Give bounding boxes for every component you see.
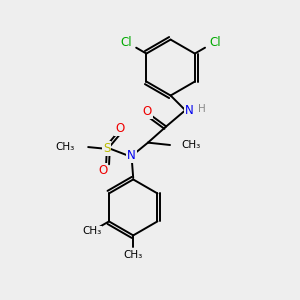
Text: S: S — [103, 142, 110, 155]
Text: CH₃: CH₃ — [55, 142, 74, 152]
Text: N: N — [128, 149, 136, 162]
Text: O: O — [98, 164, 107, 176]
Text: O: O — [115, 122, 124, 135]
Text: Cl: Cl — [121, 36, 132, 49]
Text: CH₃: CH₃ — [82, 226, 101, 236]
Text: H: H — [198, 104, 206, 114]
Text: CH₃: CH₃ — [181, 140, 200, 150]
Text: Cl: Cl — [209, 36, 220, 49]
Text: CH₃: CH₃ — [124, 250, 143, 260]
Text: O: O — [143, 105, 152, 118]
Text: N: N — [185, 104, 194, 117]
